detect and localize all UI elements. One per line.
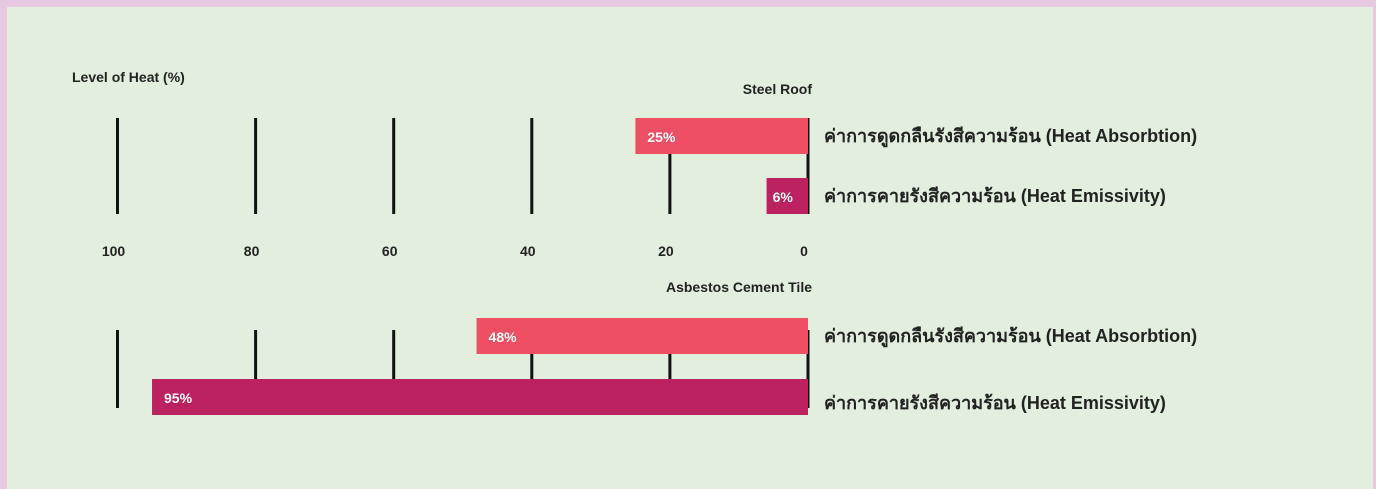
row-label: ค่าการคายรังสีความร้อน (Heat Emissivity)	[824, 393, 1166, 413]
tick-label: 100	[102, 243, 126, 259]
row-label: ค่าการคายรังสีความร้อน (Heat Emissivity)	[824, 186, 1166, 206]
section-title: Steel Roof	[743, 81, 813, 97]
bar-absorption	[476, 318, 808, 354]
bar-value-label: 25%	[647, 129, 676, 145]
section-title: Asbestos Cement Tile	[666, 279, 812, 295]
bar-absorption	[635, 118, 808, 154]
tick-label: 60	[382, 243, 398, 259]
bar-emissivity	[152, 379, 808, 415]
bar-value-label: 95%	[164, 390, 193, 406]
tick-label: 40	[520, 243, 536, 259]
axis-title: Level of Heat (%)	[72, 69, 185, 85]
bar-value-label: 48%	[489, 329, 518, 345]
bar-value-label: 6%	[773, 189, 794, 205]
row-label: ค่าการดูดกลืนรังสีความร้อน (Heat Absorbt…	[824, 126, 1197, 148]
tick-label: 20	[658, 243, 674, 259]
tick-label: 0	[800, 243, 808, 259]
tick-label: 80	[244, 243, 260, 259]
bar-emissivity	[766, 178, 808, 214]
row-label: ค่าการดูดกลืนรังสีความร้อน (Heat Absorbt…	[824, 326, 1197, 348]
